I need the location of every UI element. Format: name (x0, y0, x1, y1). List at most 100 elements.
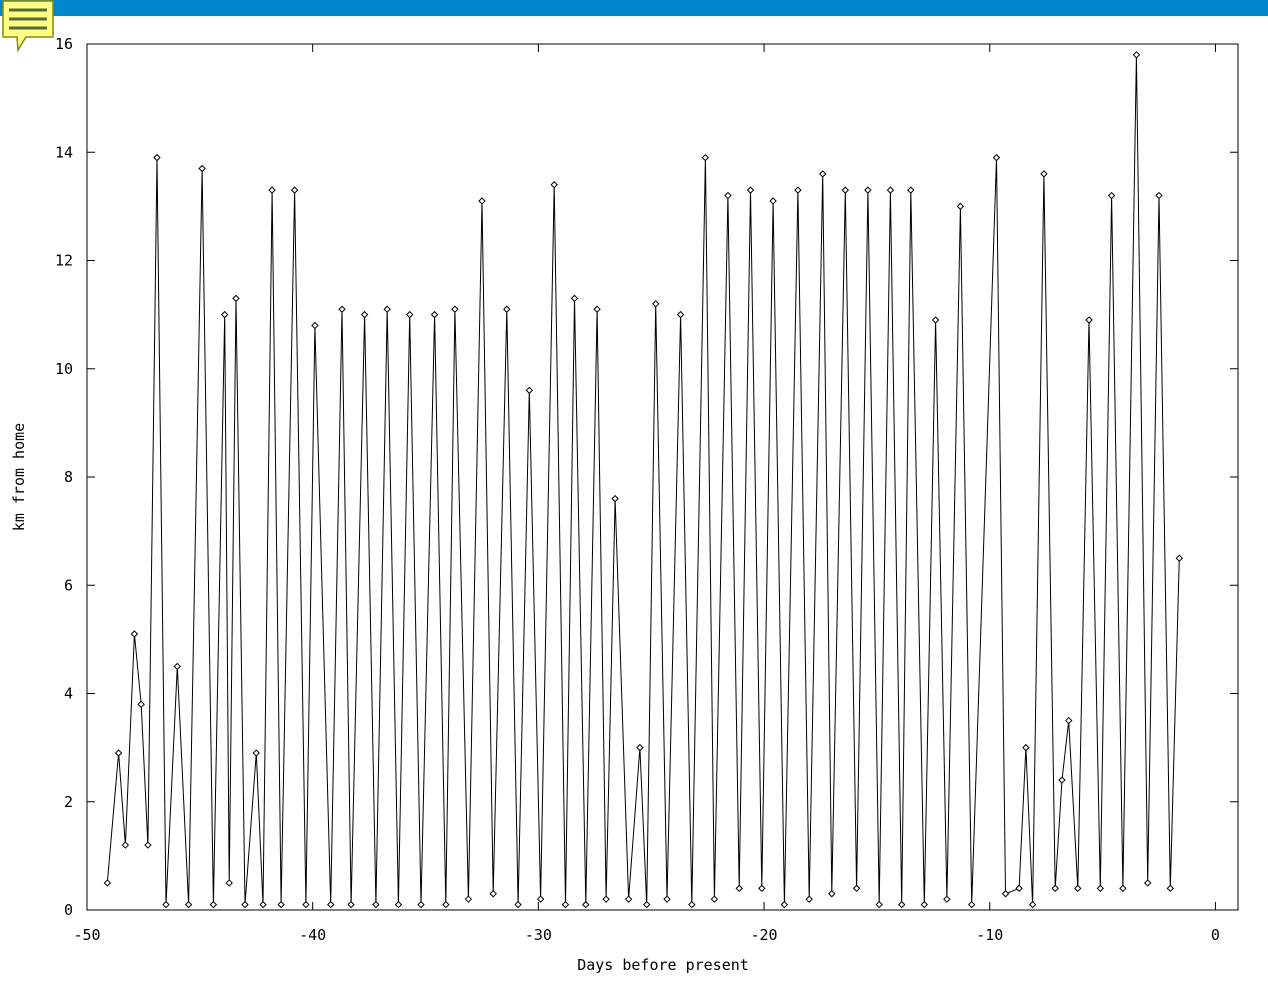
data-point (184, 900, 193, 909)
data-point (688, 900, 696, 909)
data-point (1058, 776, 1066, 784)
data-point (144, 841, 152, 849)
y-tick-label: 14 (55, 143, 73, 161)
data-point (173, 662, 181, 671)
y-tick-label: 2 (64, 793, 73, 811)
data-point (570, 294, 579, 303)
data-point (582, 900, 590, 909)
y-tick-label: 12 (55, 252, 73, 270)
data-point (1107, 191, 1116, 200)
data-point (642, 900, 651, 909)
data-point (1144, 879, 1152, 887)
data-point (735, 884, 743, 893)
data-point (624, 895, 633, 903)
data-point (478, 197, 486, 205)
x-tick-label: 0 (1211, 926, 1220, 944)
data-point (406, 310, 414, 319)
data-point (464, 895, 473, 903)
data-point (701, 153, 710, 162)
data-point (710, 895, 719, 903)
data-point (550, 181, 558, 189)
data-point (525, 386, 534, 395)
data-point (663, 895, 671, 903)
data-point (1166, 884, 1174, 893)
y-tick-label: 10 (55, 360, 73, 378)
data-point (907, 186, 915, 194)
data-point (676, 310, 685, 319)
data-point (724, 191, 732, 200)
y-tick-label: 6 (64, 576, 73, 594)
data-point (417, 900, 425, 909)
data-point (561, 900, 570, 909)
data-point (162, 900, 170, 909)
y-tick-label: 8 (64, 468, 73, 486)
data-point (130, 630, 139, 638)
data-point (372, 900, 380, 909)
note-icon[interactable] (2, 0, 54, 53)
data-point (327, 900, 335, 909)
data-point (225, 879, 233, 887)
data-point (593, 305, 601, 313)
x-tick-label: -30 (525, 926, 552, 944)
data-point (1085, 316, 1093, 324)
x-axis-label: Days before present (577, 956, 749, 974)
data-point (1175, 554, 1184, 562)
data-point (1040, 170, 1048, 178)
data-point (338, 305, 346, 313)
data-point (992, 153, 1001, 162)
data-point (886, 186, 895, 194)
y-tick-label: 0 (64, 901, 73, 919)
data-point (232, 294, 240, 303)
data-point (442, 900, 450, 909)
data-point (383, 305, 391, 313)
data-point (841, 186, 850, 194)
data-point (114, 749, 123, 757)
data-point (819, 170, 827, 178)
data-point (1028, 900, 1037, 909)
data-point (220, 310, 229, 319)
data-point (1132, 51, 1141, 59)
y-tick-label: 16 (55, 35, 73, 53)
y-axis-label: km from home (10, 423, 28, 531)
data-point (769, 197, 777, 205)
data-point (536, 895, 545, 903)
data-point (1022, 743, 1030, 752)
data-point (602, 895, 610, 903)
data-point (920, 900, 929, 909)
y-tick-label: 4 (64, 685, 73, 703)
data-point (828, 890, 836, 898)
data-point (852, 884, 861, 893)
data-line (106, 54, 1180, 905)
data-point (875, 900, 883, 909)
data-point (268, 186, 276, 194)
data-point (611, 494, 619, 503)
data-point (394, 900, 403, 909)
data-point (805, 895, 813, 903)
data-point (451, 305, 459, 313)
data-point (241, 900, 249, 909)
data-point (503, 305, 511, 313)
data-point (137, 700, 145, 709)
data-point (489, 890, 497, 898)
data-point (311, 321, 319, 330)
data-point (252, 749, 260, 757)
top-bar (0, 0, 1268, 16)
data-point (1001, 890, 1010, 898)
x-tick-label: -50 (73, 926, 100, 944)
data-point (864, 186, 872, 194)
data-point (652, 300, 660, 308)
x-tick-label: -10 (976, 926, 1003, 944)
data-point (794, 186, 802, 194)
data-point (931, 316, 940, 324)
data-point (1074, 884, 1082, 893)
data-point (259, 900, 267, 909)
data-point (746, 186, 755, 194)
data-point (347, 900, 355, 909)
data-point (360, 310, 369, 319)
data-point (636, 743, 644, 752)
data-point (277, 900, 285, 909)
data-point (943, 895, 951, 903)
data-point (758, 884, 766, 893)
